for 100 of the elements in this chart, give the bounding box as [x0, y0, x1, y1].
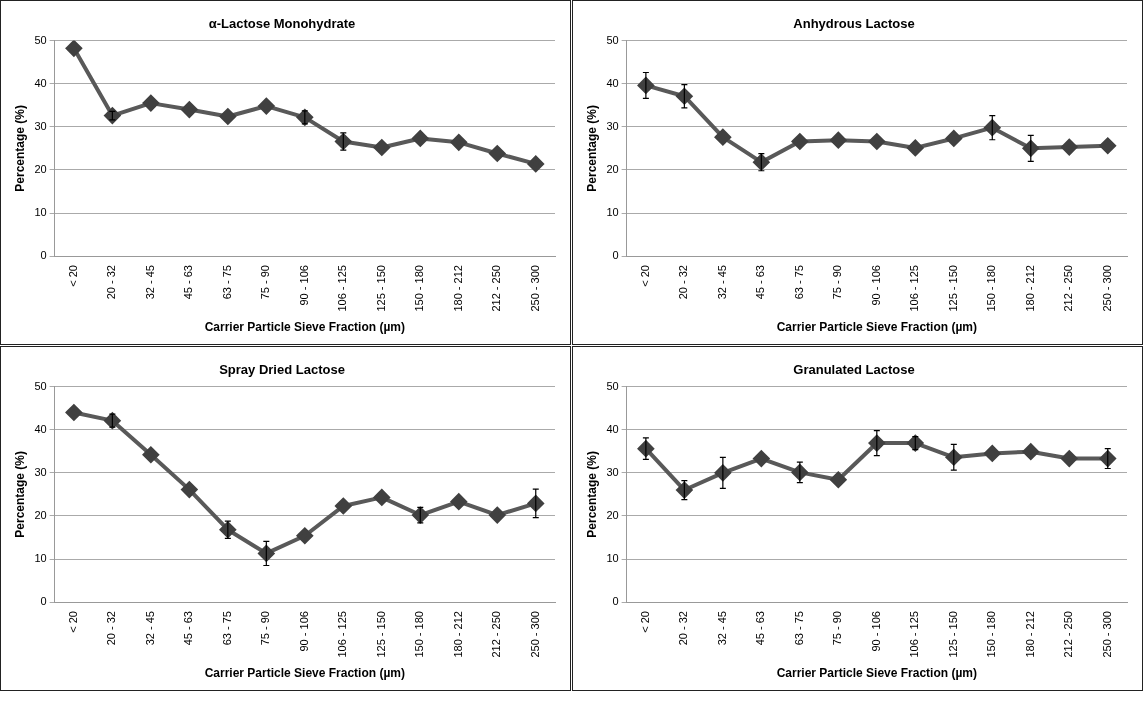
y-tick-label: 50	[606, 379, 619, 392]
x-tick-label: 250 - 300	[1100, 611, 1113, 658]
point	[984, 445, 1001, 462]
y-tick-label: 50	[34, 33, 47, 46]
chart-title: Spray Dried Lactose	[219, 362, 345, 378]
x-tick-label: < 20	[66, 265, 79, 287]
point	[65, 404, 82, 421]
y-tick-label: 40	[606, 422, 619, 435]
point	[1061, 139, 1078, 156]
y-tick-label: 40	[34, 422, 47, 435]
x-tick-label: 106 - 125	[336, 611, 349, 658]
y-tick-label: 30	[34, 465, 47, 478]
y-axis-title: Percentage (%)	[584, 105, 599, 192]
x-tick-label: < 20	[638, 265, 651, 287]
point	[1061, 450, 1078, 467]
x-tick-label: 32 - 45	[715, 611, 728, 646]
point	[907, 139, 924, 156]
point	[945, 130, 962, 147]
x-tick-label: 90 - 106	[297, 265, 310, 306]
x-tick-label: 20 - 32	[677, 611, 690, 646]
y-tick-label: 10	[606, 206, 619, 219]
x-tick-label: 63 - 75	[792, 265, 805, 300]
x-tick-label: 106 - 125	[336, 265, 349, 312]
x-tick-label: 75 - 90	[831, 611, 844, 646]
x-tick-label: 75 - 90	[259, 611, 272, 646]
y-tick-label: 0	[40, 595, 47, 608]
x-tick-label: 63 - 75	[792, 611, 805, 646]
x-tick-label: 125 - 150	[374, 265, 387, 312]
y-tick-label: 30	[606, 119, 619, 132]
chart-title: Anhydrous Lactose	[793, 16, 915, 32]
x-tick-label: 90 - 106	[297, 611, 310, 652]
point	[335, 498, 352, 514]
point	[373, 489, 390, 506]
point	[450, 493, 467, 510]
x-tick-label: < 20	[66, 611, 79, 633]
y-tick-label: 20	[34, 508, 47, 521]
y-tick-label: 50	[34, 379, 47, 392]
point	[868, 133, 885, 150]
y-tick-label: 10	[606, 552, 619, 565]
x-tick-label: 20 - 32	[677, 265, 690, 300]
y-tick-label: 0	[612, 595, 619, 608]
point	[142, 95, 159, 112]
point	[830, 471, 847, 488]
x-tick-label: 150 - 180	[413, 265, 426, 312]
x-tick-label: 106 - 125	[908, 265, 921, 312]
x-tick-label: 63 - 75	[220, 265, 233, 300]
point	[181, 101, 198, 118]
x-tick-label: 45 - 63	[182, 265, 195, 300]
x-tick-label: 250 - 300	[528, 611, 541, 658]
x-tick-label: 63 - 75	[220, 611, 233, 646]
x-tick-label: 180 - 212	[451, 611, 464, 658]
y-tick-label: 10	[34, 206, 47, 219]
y-tick-label: 30	[34, 119, 47, 132]
y-tick-label: 20	[606, 508, 619, 521]
x-tick-label: 250 - 300	[528, 265, 541, 312]
x-tick-label: 90 - 106	[869, 611, 882, 652]
point	[450, 134, 467, 151]
x-tick-label: 75 - 90	[831, 265, 844, 300]
x-tick-label: < 20	[638, 611, 651, 633]
x-tick-label: 212 - 250	[490, 611, 503, 658]
point	[296, 527, 313, 544]
x-tick-label: 32 - 45	[143, 611, 156, 646]
y-tick-label: 0	[40, 249, 47, 262]
x-tick-label: 125 - 150	[374, 611, 387, 658]
y-tick-label: 50	[606, 33, 619, 46]
x-tick-label: 150 - 180	[985, 265, 998, 312]
point	[142, 446, 159, 463]
chart-title: Granulated Lactose	[793, 362, 915, 378]
y-tick-label: 20	[34, 162, 47, 175]
x-tick-label: 106 - 125	[908, 611, 921, 658]
y-axis-title: Percentage (%)	[584, 451, 599, 538]
x-tick-label: 250 - 300	[1100, 265, 1113, 312]
x-tick-label: 20 - 32	[105, 611, 118, 646]
x-tick-label: 32 - 45	[143, 265, 156, 300]
x-tick-label: 212 - 250	[1062, 611, 1075, 658]
point	[791, 133, 808, 150]
x-tick-label: 125 - 150	[946, 611, 959, 658]
x-tick-label: 180 - 212	[451, 265, 464, 312]
point	[830, 132, 847, 149]
x-tick-label: 180 - 212	[1023, 611, 1036, 658]
point	[219, 108, 236, 125]
point	[714, 129, 731, 146]
point	[1022, 443, 1039, 460]
x-axis-title: Carrier Particle Sieve Fraction (µm)	[204, 666, 405, 681]
x-tick-label: 45 - 63	[754, 611, 767, 646]
y-tick-label: 40	[34, 76, 47, 89]
chart-title: α-Lactose Monohydrate	[208, 16, 356, 32]
x-tick-label: 212 - 250	[1062, 265, 1075, 312]
y-axis-title: Percentage (%)	[12, 451, 27, 538]
y-tick-label: 20	[606, 162, 619, 175]
point	[489, 145, 506, 162]
x-tick-label: 150 - 180	[985, 611, 998, 658]
x-tick-label: 150 - 180	[413, 611, 426, 658]
point	[181, 481, 198, 498]
x-tick-label: 45 - 63	[182, 611, 195, 646]
point	[1099, 137, 1116, 154]
point	[753, 450, 770, 467]
point	[373, 139, 390, 156]
x-tick-label: 20 - 32	[105, 265, 118, 300]
point	[65, 40, 82, 57]
